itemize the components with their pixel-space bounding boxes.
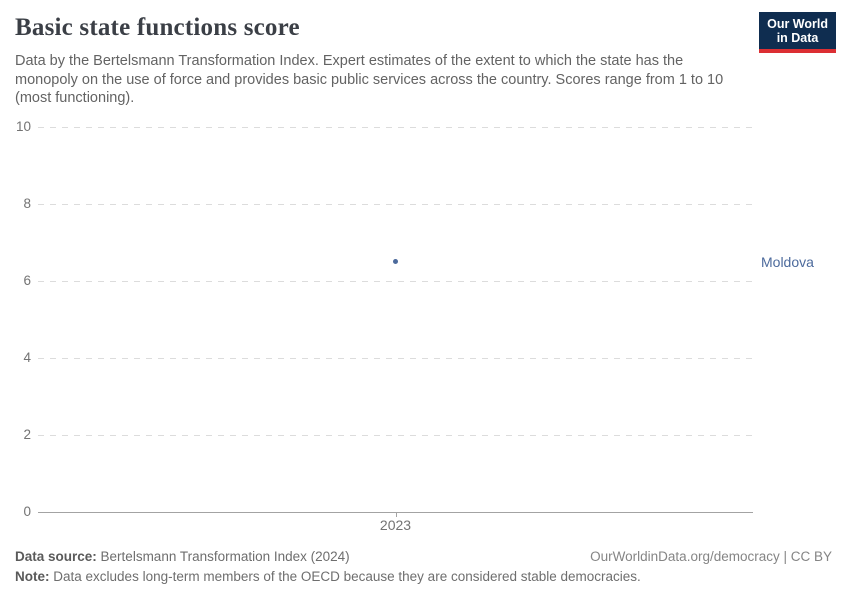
data-point-moldova bbox=[393, 259, 398, 265]
note-label: Note: bbox=[15, 569, 50, 584]
gridline-8 bbox=[38, 204, 753, 205]
note-value: Data excludes long-term members of the O… bbox=[53, 569, 641, 584]
y-tick-label-4: 4 bbox=[23, 350, 31, 365]
owid-logo: Our World in Data bbox=[759, 12, 836, 53]
owid-logo-line1: Our World bbox=[767, 17, 828, 31]
gridline-4 bbox=[38, 358, 753, 359]
footer-data-source: Data source: Bertelsmann Transformation … bbox=[15, 549, 350, 564]
x-tick-mark-2023 bbox=[396, 512, 397, 517]
chart-subtitle: Data by the Bertelsmann Transformation I… bbox=[15, 53, 724, 106]
entity-label-moldova[interactable]: Moldova bbox=[761, 253, 814, 270]
gridline-2 bbox=[38, 435, 753, 436]
data-source-label: Data source: bbox=[15, 549, 97, 564]
x-tick-label-2023: 2023 bbox=[379, 517, 412, 533]
y-tick-label-10: 10 bbox=[15, 119, 31, 134]
data-source-value: Bertelsmann Transformation Index (2024) bbox=[100, 549, 350, 564]
gridline-10 bbox=[38, 127, 753, 128]
y-tick-label-6: 6 bbox=[23, 273, 31, 288]
footer-attribution[interactable]: OurWorldinData.org/democracy | CC BY bbox=[590, 549, 832, 564]
y-tick-label-8: 8 bbox=[23, 196, 31, 211]
page-title: Basic state functions score bbox=[15, 14, 300, 41]
footer-note: Note: Data excludes long-term members of… bbox=[15, 569, 641, 584]
x-axis-line bbox=[38, 512, 753, 513]
owid-logo-line2: in Data bbox=[776, 31, 819, 45]
gridline-6 bbox=[38, 281, 753, 282]
y-tick-label-2: 2 bbox=[23, 427, 31, 442]
y-tick-label-0: 0 bbox=[23, 504, 31, 519]
